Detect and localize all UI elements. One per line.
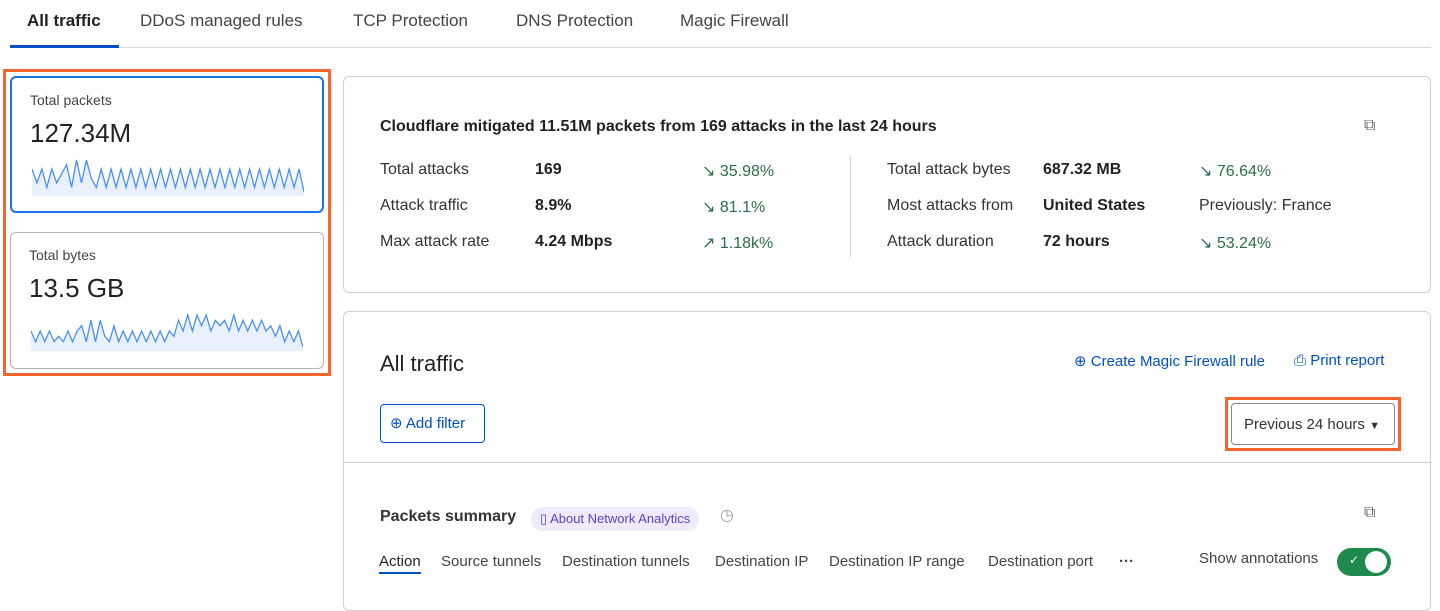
subtab-destination-port[interactable]: Destination port	[988, 553, 1094, 570]
more-icon[interactable]: ···	[1119, 553, 1134, 570]
caret-down-icon: ▼	[1369, 420, 1380, 432]
delta-value: 1.18k%	[719, 235, 774, 252]
tab-bar: All traffic DDoS managed rules TCP Prote…	[10, 0, 1431, 48]
copy-icon[interactable]: ⧉	[1364, 504, 1376, 521]
card-value: 127.34M	[30, 118, 132, 148]
divider	[850, 157, 851, 257]
plus-circle-icon: ⊕	[1074, 353, 1087, 370]
annotations-label: Show annotations	[1199, 550, 1319, 567]
stat-value: 687.32 MB	[1043, 161, 1122, 178]
create-firewall-rule-link[interactable]: ⊕ Create Magic Firewall rule	[1074, 352, 1265, 370]
subtab-destination-ip-range[interactable]: Destination IP range	[829, 553, 965, 570]
card-label: Total bytes	[29, 247, 96, 263]
tab-magic-firewall[interactable]: Magic Firewall	[680, 11, 789, 30]
tab-dns-protection[interactable]: DNS Protection	[516, 11, 634, 30]
sparkline-area	[32, 160, 304, 196]
stat-value: 169	[535, 161, 562, 178]
printer-icon: ⎙	[1294, 352, 1307, 369]
trend-arrow-icon: ↘	[1199, 235, 1217, 252]
show-annotations-toggle[interactable]: ✓	[1337, 548, 1391, 576]
bytes-sparkline	[31, 312, 303, 351]
toggle-knob	[1365, 551, 1387, 573]
section-title: All traffic	[380, 351, 464, 376]
stat-delta: ↘ 81.1%	[702, 197, 765, 217]
stat-delta: ↘ 53.24%	[1199, 233, 1271, 253]
attack-summary-panel: Cloudflare mitigated 11.51M packets from…	[343, 76, 1431, 293]
select-value: Previous 24 hours	[1244, 416, 1365, 433]
highlight-box	[3, 69, 331, 376]
divider	[344, 462, 1432, 463]
stat-label: Most attacks from	[887, 197, 1014, 214]
tab-tcp-protection[interactable]: TCP Protection	[353, 11, 468, 30]
add-filter-button[interactable]: ⊕ Add filter	[380, 404, 485, 443]
pill-label: About Network Analytics	[550, 511, 691, 526]
all-traffic-panel: All traffic ⊕ Create Magic Firewall rule…	[343, 311, 1432, 611]
copy-icon[interactable]: ⧉	[1364, 117, 1376, 134]
plus-circle-icon: ⊕	[390, 415, 403, 432]
trend-arrow-icon: ↘	[1199, 163, 1217, 180]
total-bytes-card[interactable]: Total bytes 13.5 GB	[10, 232, 324, 369]
subtab-action[interactable]: Action	[379, 553, 421, 574]
packets-sparkline	[32, 159, 304, 196]
stat-value: 8.9%	[535, 197, 572, 214]
time-range-select[interactable]: Previous 24 hours ▼	[1231, 403, 1395, 445]
subtab-destination-ip[interactable]: Destination IP	[715, 553, 809, 570]
stat-label: Total attack bytes	[887, 161, 1011, 178]
tab-ddos-managed-rules[interactable]: DDoS managed rules	[140, 11, 303, 30]
stat-label: Attack duration	[887, 233, 994, 250]
stat-label: Max attack rate	[380, 233, 490, 250]
delta-value: 81.1%	[719, 199, 766, 216]
stat-value: 4.24 Mbps	[535, 233, 613, 250]
button-label: Add filter	[405, 415, 466, 432]
sparkline-line	[32, 159, 304, 193]
highlight-box	[1225, 397, 1401, 451]
subtab-source-tunnels[interactable]: Source tunnels	[441, 553, 542, 570]
card-label: Total packets	[30, 92, 112, 108]
packets-summary-title: Packets summary	[380, 508, 517, 525]
check-icon: ✓	[1349, 553, 1360, 567]
trend-arrow-icon: ↘	[702, 163, 720, 180]
about-network-analytics-link[interactable]: ▯ About Network Analytics	[531, 507, 700, 531]
stat-delta: Previously: France	[1199, 197, 1332, 215]
delta-value: 53.24%	[1216, 235, 1272, 252]
subtab-destination-tunnels[interactable]: Destination tunnels	[562, 553, 690, 570]
stat-delta: ↗ 1.18k%	[702, 233, 773, 253]
delta-value: 35.98%	[719, 163, 775, 180]
delta-value: Previously: France	[1199, 197, 1332, 214]
trend-arrow-icon: ↘	[702, 199, 720, 216]
card-value: 13.5 GB	[29, 273, 125, 303]
active-tab-indicator	[10, 45, 119, 48]
total-packets-card[interactable]: Total packets 127.34M	[10, 76, 324, 213]
sparkline-line	[31, 312, 303, 348]
delta-value: 76.64%	[1216, 163, 1272, 180]
book-icon: ▯	[540, 511, 548, 526]
link-label: Print report	[1310, 352, 1385, 369]
clock-icon: ◷	[720, 507, 734, 524]
stat-label: Attack traffic	[380, 197, 468, 214]
print-report-link[interactable]: ⎙ Print report	[1294, 352, 1384, 369]
stat-value: United States	[1043, 197, 1146, 214]
sparkline-area	[31, 315, 303, 351]
link-label: Create Magic Firewall rule	[1090, 353, 1265, 370]
stat-label: Total attacks	[380, 161, 469, 178]
trend-arrow-icon: ↗	[702, 235, 720, 252]
stat-delta: ↘ 35.98%	[702, 161, 774, 181]
summary-headline: Cloudflare mitigated 11.51M packets from…	[380, 118, 937, 135]
stat-value: 72 hours	[1043, 233, 1110, 250]
tab-all-traffic[interactable]: All traffic	[27, 11, 101, 30]
stat-delta: ↘ 76.64%	[1199, 161, 1271, 181]
